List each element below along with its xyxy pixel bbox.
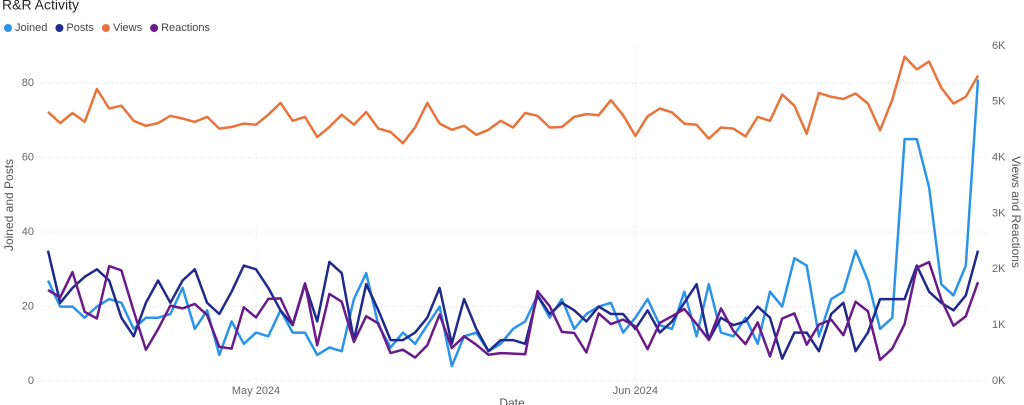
legend-marker	[55, 24, 64, 32]
legend-label: Reactions	[161, 22, 210, 34]
y2-tick-label: 5K	[992, 96, 1006, 108]
y2-tick-label: 3K	[992, 207, 1006, 219]
y-tick-label: 40	[22, 226, 34, 238]
x-tick-label: May 2024	[232, 385, 280, 397]
legend-label: Posts	[66, 22, 94, 34]
legend-label: Views	[113, 22, 143, 34]
y-tick-label: 0	[28, 375, 34, 387]
y2-tick-label: 0K	[992, 375, 1006, 387]
legend-label: Joined	[15, 22, 47, 34]
legend-marker	[4, 24, 12, 32]
y-tick-label: 80	[22, 77, 34, 89]
y-tick-label: 60	[22, 152, 34, 164]
series-line	[47, 260, 980, 362]
chart-title: R&R Activity	[2, 0, 79, 13]
series-line	[46, 250, 980, 360]
legend-marker	[150, 24, 159, 32]
x-tick-label: Jun 2024	[613, 385, 658, 397]
y-axis-title: Joined and Posts	[2, 159, 16, 251]
x-axis-title: Date	[499, 396, 525, 405]
y2-tick-label: 4K	[992, 152, 1006, 164]
y2-axis-title: Views and Reactions	[1009, 156, 1023, 268]
y-tick-label: 20	[22, 300, 34, 312]
legend-marker	[101, 24, 110, 32]
y2-tick-label: 2K	[992, 263, 1006, 275]
y2-tick-label: 1K	[992, 319, 1006, 331]
y2-tick-label: 6K	[992, 40, 1006, 52]
series-line	[46, 79, 980, 368]
series-line	[47, 55, 980, 145]
